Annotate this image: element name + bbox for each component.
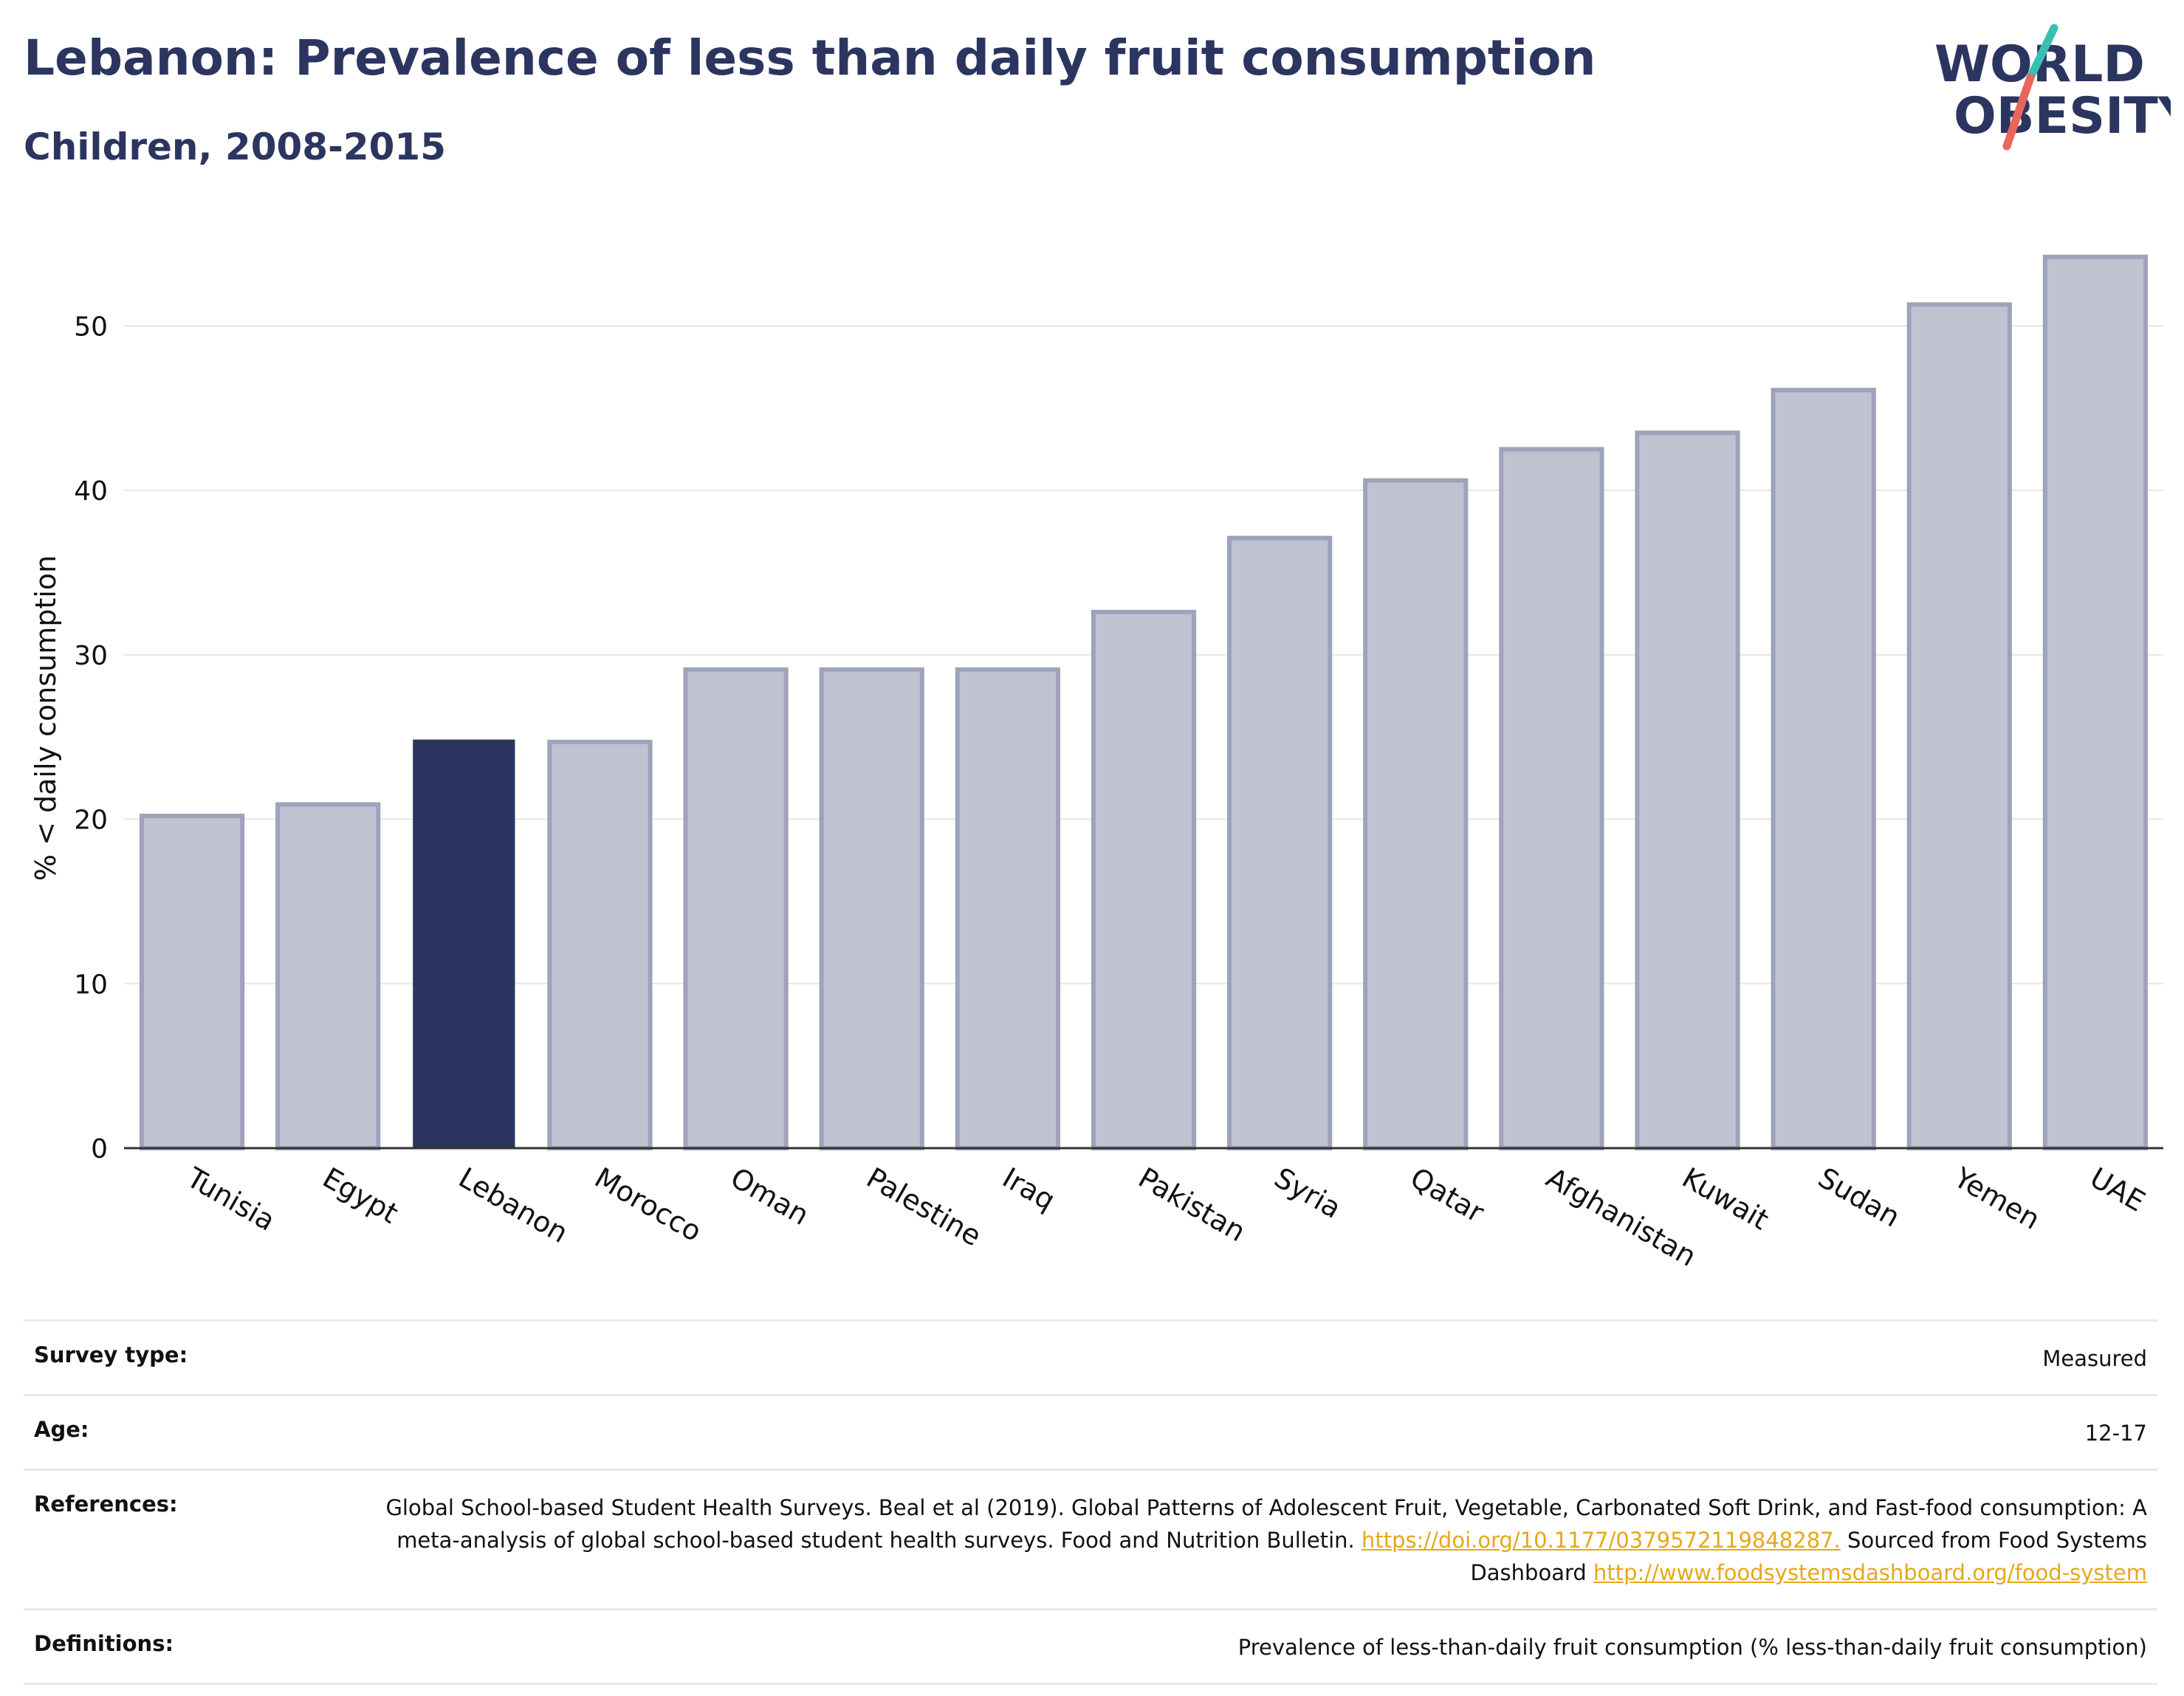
x-tick-label: Yemen [1948,1161,2045,1236]
logo-slash-teal [2026,24,2058,82]
doi-link[interactable]: https://doi.org/10.1177/0379572119848287… [1361,1528,1841,1553]
x-tick-label: Lebanon [453,1161,574,1249]
x-tick-label: Egypt [317,1161,404,1230]
bar-palestine [819,667,924,1150]
y-tick-label: 20 [74,806,108,836]
meta-row-definitions: Definitions: Prevalence of less-than-dai… [24,1608,2157,1685]
y-axis-label: % < daily consumption [30,555,62,881]
bar-qatar [1363,478,1469,1150]
bar-oman [683,667,789,1150]
y-tick-label: 30 [74,641,108,671]
references-value: Global School-based Student Health Surve… [375,1491,2147,1589]
definitions-label: Definitions: [34,1631,174,1656]
bar-lebanon [413,739,515,1149]
logo-slash-coral [2002,73,2035,151]
x-tick-label: Afghanistan [1541,1161,1702,1273]
bar-afghanistan [1499,447,1604,1150]
references-label: References: [34,1491,178,1517]
age-label: Age: [34,1417,89,1442]
page-title: Lebanon: Prevalence of less than daily f… [24,30,1596,86]
age-value: 12-17 [2084,1421,2147,1446]
survey-type-value: Measured [2042,1346,2147,1371]
y-tick-label: 0 [91,1134,108,1164]
meta-row-references: References: Global School-based Student … [24,1469,2157,1608]
food-systems-link[interactable]: http://www.foodsystemsdashboard.org/food… [1593,1560,2147,1585]
bar-pakistan [1091,609,1197,1150]
bar-kuwait [1635,430,1740,1150]
x-tick-label: Qatar [1405,1161,1490,1229]
definitions-value: Prevalence of less-than-daily fruit cons… [1237,1635,2147,1660]
x-tick-label: Morocco [589,1161,707,1249]
x-tick-label: Iraq [997,1161,1060,1217]
bar-yemen [1906,302,2012,1151]
meta-row-survey: Survey type: Measured [24,1319,2157,1394]
x-axis-ticks: Tunisia Egypt Lebanon Morocco Oman Palestine I… [181,1161,2151,1273]
y-tick-label: 50 [74,312,108,342]
references-source-text: Sourced from Food Systems Dashboard [1470,1528,2147,1585]
page-subtitle: Children, 2008-2015 [24,126,446,168]
y-tick-label: 10 [74,969,108,1000]
x-tick-label: UAE [2084,1161,2150,1218]
logo-text-obesity: OBESITY [1954,87,2171,145]
bar-chart: 0 10 20 30 40 50 Tunisia Egypt Lebanon Morocco Om… [30,254,2163,1273]
bar-sudan [1771,388,1876,1150]
survey-type-label: Survey type: [34,1342,188,1367]
bars [139,254,2149,1151]
bar-iraq [955,667,1060,1150]
bar-morocco [547,739,653,1150]
world-obesity-logo: WORLD OBESITY [1934,24,2171,151]
bar-tunisia [139,814,245,1150]
bar-egypt [275,802,381,1150]
x-tick-label: Pakistan [1133,1161,1251,1249]
x-tick-label: Kuwait [1677,1161,1774,1237]
bar-syria [1227,535,1333,1150]
x-tick-label: Palestine [861,1161,986,1253]
x-tick-label: Tunisia [181,1161,281,1237]
references-text: Global School-based Student Health Surve… [385,1495,2147,1553]
meta-row-age: Age: 12-17 [24,1394,2157,1469]
x-tick-label: Syria [1269,1161,1347,1225]
bar-uae [2042,254,2149,1150]
x-tick-label: Oman [725,1161,814,1232]
x-tick-label: Sudan [1813,1161,1906,1234]
metadata-table: Survey type: Measured Age: 12-17 Referen… [24,1319,2157,1685]
y-axis-ticks: 0 10 20 30 40 50 [74,312,108,1164]
y-tick-label: 40 [74,476,108,507]
